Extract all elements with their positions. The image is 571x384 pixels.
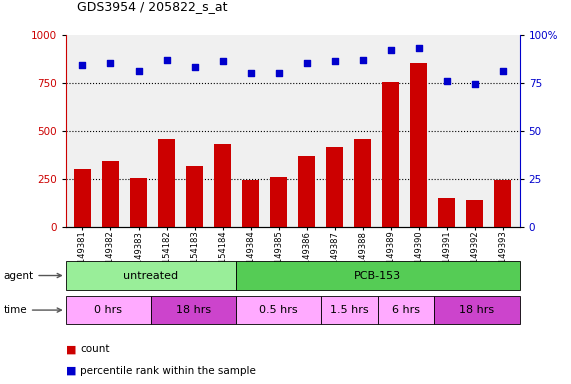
Point — [414, 45, 423, 51]
Text: agent: agent — [3, 270, 61, 281]
Point — [246, 70, 255, 76]
Text: 18 hrs: 18 hrs — [176, 305, 211, 315]
Point — [470, 81, 479, 88]
Text: untreated: untreated — [123, 270, 178, 281]
Bar — [66, 261, 236, 290]
Bar — [270, 177, 287, 227]
Text: 1.5 hrs: 1.5 hrs — [330, 305, 369, 315]
Text: 0.5 hrs: 0.5 hrs — [259, 305, 297, 315]
Point — [190, 64, 199, 70]
Bar — [236, 296, 321, 324]
Text: GDS3954 / 205822_s_at: GDS3954 / 205822_s_at — [77, 0, 228, 13]
Bar — [158, 139, 175, 227]
Text: ■: ■ — [66, 344, 76, 354]
Text: PCB-153: PCB-153 — [354, 270, 401, 281]
Bar — [321, 296, 378, 324]
Point — [498, 68, 508, 74]
Point — [218, 58, 227, 65]
Text: time: time — [3, 305, 61, 315]
Point — [106, 60, 115, 66]
Point — [274, 70, 283, 76]
Text: ■: ■ — [66, 366, 76, 376]
Point — [78, 62, 87, 68]
Bar — [214, 144, 231, 227]
Point — [162, 56, 171, 63]
Text: 18 hrs: 18 hrs — [460, 305, 494, 315]
Bar — [66, 296, 151, 324]
Point — [442, 78, 451, 84]
Point — [134, 68, 143, 74]
Bar — [467, 200, 483, 227]
Point — [386, 47, 395, 53]
Point — [330, 58, 339, 65]
Bar — [494, 180, 511, 227]
Text: count: count — [80, 344, 110, 354]
Bar — [242, 180, 259, 227]
Bar — [326, 147, 343, 227]
Bar — [102, 161, 119, 227]
Point — [302, 60, 311, 66]
Bar — [378, 296, 435, 324]
Bar — [130, 178, 147, 227]
Text: 0 hrs: 0 hrs — [94, 305, 122, 315]
Bar — [298, 156, 315, 227]
Bar — [74, 169, 91, 227]
Bar — [186, 166, 203, 227]
Point — [358, 56, 367, 63]
Bar — [411, 63, 427, 227]
Bar — [151, 296, 236, 324]
Bar — [354, 139, 371, 227]
Bar — [435, 296, 520, 324]
Bar — [439, 198, 455, 227]
Bar — [236, 261, 520, 290]
Bar — [383, 82, 399, 227]
Text: 6 hrs: 6 hrs — [392, 305, 420, 315]
Text: percentile rank within the sample: percentile rank within the sample — [80, 366, 256, 376]
